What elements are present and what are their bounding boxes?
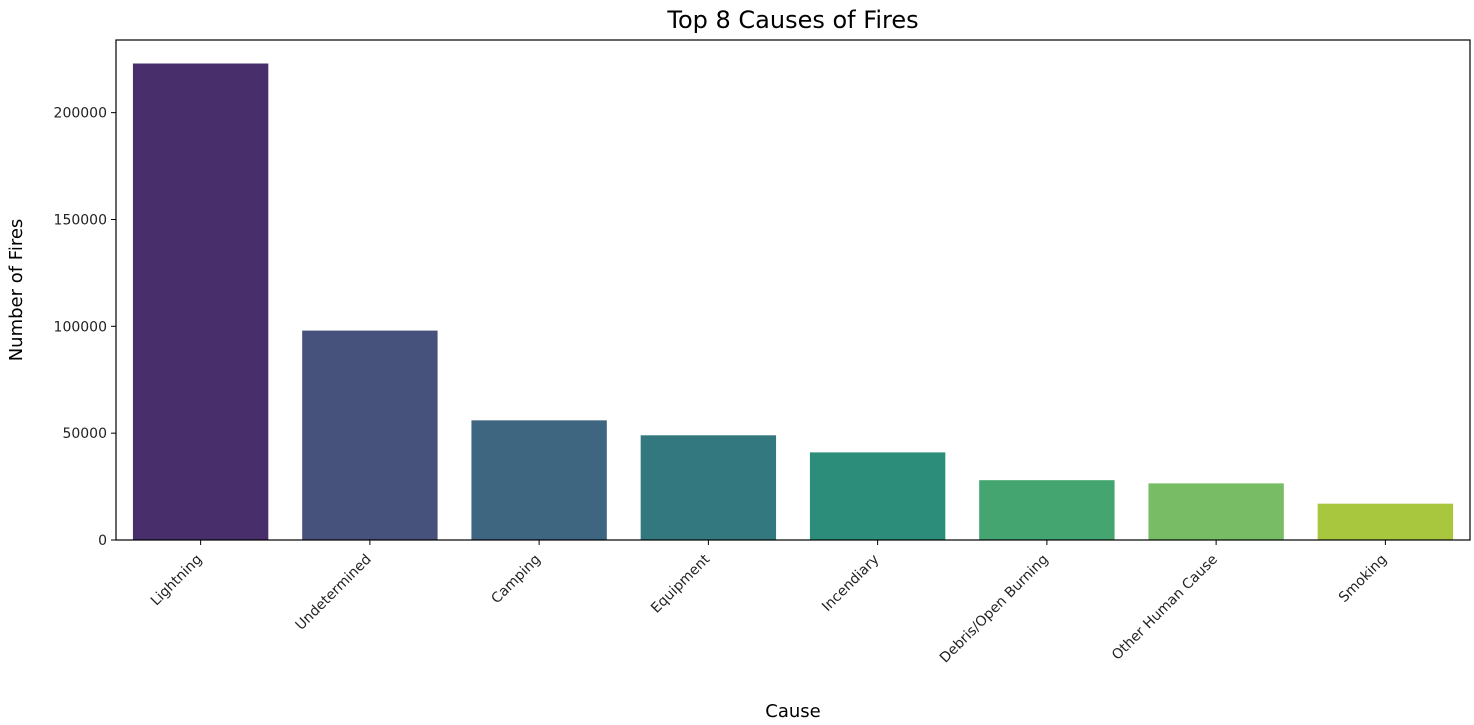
y-tick-label: 200000 bbox=[54, 106, 107, 122]
bar-smoking bbox=[1317, 503, 1454, 540]
x-tick-label: Debris/Open Burning bbox=[937, 552, 1052, 667]
bars-group bbox=[132, 63, 1454, 540]
y-axis-label: Number of Fires bbox=[6, 219, 27, 362]
x-axis-ticks: Lightning Undetermined Camping Equipment Inc… bbox=[148, 540, 1390, 666]
bar-other-human-cause bbox=[1148, 483, 1284, 540]
bar-lightning bbox=[132, 63, 269, 540]
x-tick-label: Lightning bbox=[148, 552, 206, 610]
y-axis-ticks: 0 50000 100000 150000 200000 bbox=[54, 106, 116, 549]
y-tick-label: 0 bbox=[98, 533, 107, 549]
x-tick-label: Smoking bbox=[1336, 552, 1390, 606]
x-tick-label: Undetermined bbox=[293, 552, 375, 634]
x-tick-label: Incendiary bbox=[819, 552, 882, 615]
y-tick-label: 100000 bbox=[54, 319, 107, 335]
bar-camping bbox=[471, 420, 607, 540]
chart-title: Top 8 Causes of Fires bbox=[666, 6, 918, 34]
x-tick-label: Other Human Cause bbox=[1109, 552, 1221, 664]
bar-undetermined bbox=[302, 330, 438, 540]
y-tick-label: 50000 bbox=[62, 426, 107, 442]
x-tick-label: Camping bbox=[488, 552, 544, 608]
bar-equipment bbox=[640, 435, 777, 540]
x-tick-label: Equipment bbox=[648, 551, 713, 616]
bar-incendiary bbox=[809, 452, 946, 540]
y-tick-label: 150000 bbox=[54, 212, 107, 228]
bar-debris-open-burning bbox=[979, 480, 1115, 540]
plot-frame bbox=[115, 39, 1471, 541]
x-axis-label: Cause bbox=[765, 701, 820, 722]
